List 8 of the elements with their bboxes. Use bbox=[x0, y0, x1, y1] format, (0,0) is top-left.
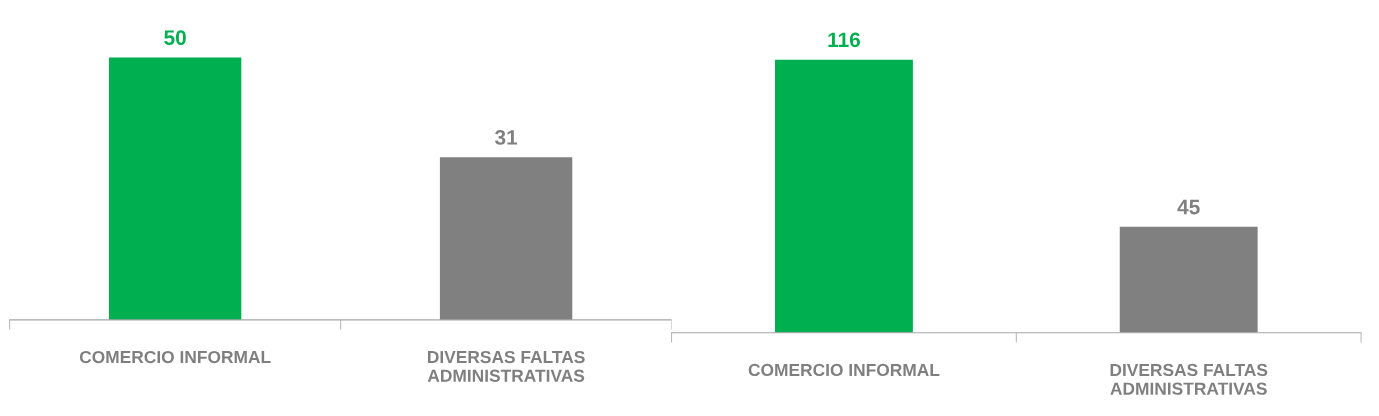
data-label: 45 bbox=[1177, 199, 1200, 215]
x-tick-label: DIVERSAS FALTAS ADMINISTRATIVAS bbox=[1110, 363, 1268, 395]
data-label: 116 bbox=[828, 32, 860, 48]
data-label: 50 bbox=[164, 30, 186, 46]
data-label: 31 bbox=[494, 130, 518, 145]
x-tick-label: COMERCIO INFORMAL bbox=[79, 350, 271, 364]
x-tick-label: DIVERSAS FALTAS ADMINISTRATIVAS bbox=[427, 350, 585, 382]
x-tick-label: COMERCIO INFORMAL bbox=[748, 363, 940, 377]
